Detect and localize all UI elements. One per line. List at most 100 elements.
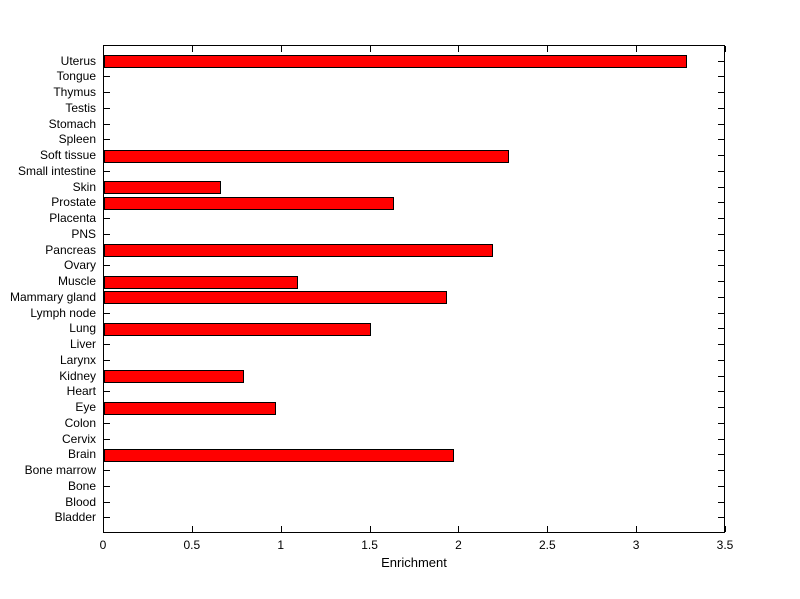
category-label: Testis — [65, 100, 96, 115]
category-label: Liver — [69, 337, 96, 352]
y-tick-right — [718, 296, 724, 298]
x-tick-top — [369, 46, 371, 52]
x-tick-top — [458, 46, 460, 52]
y-tick-right — [718, 517, 724, 519]
x-tick-top — [636, 46, 638, 52]
y-tick-left — [104, 312, 110, 314]
category-label: Small intestine — [17, 163, 96, 178]
y-tick-right — [718, 328, 724, 330]
y-tick-left — [104, 92, 110, 94]
category-label: Blood — [65, 494, 96, 509]
x-tick-top — [547, 46, 549, 52]
x-tick-top — [103, 46, 104, 52]
x-tick-label: 1.5 — [361, 538, 378, 552]
bar-soft-tissue — [104, 149, 510, 163]
x-tick-top — [191, 46, 193, 52]
y-tick-right — [718, 454, 724, 456]
category-label: PNS — [71, 226, 96, 241]
bar-skin — [104, 181, 222, 195]
category-label: Placenta — [49, 211, 96, 226]
y-tick-left — [104, 76, 110, 78]
bar-brain — [104, 448, 455, 462]
category-label: Uterus — [60, 53, 96, 68]
y-tick-right — [718, 123, 724, 125]
y-tick-left — [104, 123, 110, 125]
y-tick-right — [718, 375, 724, 377]
category-label: Mammary gland — [9, 289, 96, 304]
y-tick-right — [718, 344, 724, 346]
y-tick-right — [718, 249, 724, 251]
bar-prostate — [104, 196, 394, 210]
category-label: Kidney — [59, 368, 96, 383]
bar-kidney — [104, 370, 245, 384]
y-tick-right — [718, 312, 724, 314]
x-tick-label: 1 — [277, 538, 285, 552]
y-tick-left — [104, 438, 110, 440]
y-tick-right — [718, 60, 724, 62]
category-label: Cervix — [61, 431, 96, 446]
y-tick-right — [718, 202, 724, 204]
x-tick-label: 2 — [455, 538, 462, 552]
category-label: Stomach — [48, 116, 96, 131]
y-tick-left — [104, 422, 110, 424]
category-label: Bone marrow — [24, 463, 96, 478]
x-tick-bottom — [725, 526, 726, 532]
y-tick-left — [104, 470, 110, 472]
category-label: Spleen — [58, 132, 96, 147]
x-tick-label: 2.5 — [538, 538, 556, 552]
x-tick-label: 3 — [632, 538, 640, 552]
y-tick-right — [718, 501, 724, 503]
x-tick-bottom — [369, 526, 371, 532]
y-tick-left — [104, 265, 110, 267]
y-tick-left — [104, 107, 110, 109]
category-label: Colon — [64, 415, 96, 430]
bar-mammary-gland — [104, 291, 447, 305]
x-tick-top — [280, 46, 282, 52]
y-tick-left — [104, 344, 110, 346]
bar-pancreas — [104, 244, 494, 258]
x-tick-label: 3.5 — [716, 538, 734, 552]
category-label: Lung — [69, 321, 96, 336]
y-tick-left — [104, 391, 110, 393]
category-label: Tongue — [56, 69, 96, 84]
y-tick-right — [718, 218, 724, 220]
y-tick-right — [718, 76, 724, 78]
y-tick-left — [104, 485, 110, 487]
category-label: Eye — [75, 400, 96, 415]
category-label: Lymph node — [30, 305, 96, 320]
y-tick-right — [718, 391, 724, 393]
y-tick-left — [104, 501, 110, 503]
x-tick-label: 0 — [99, 538, 107, 552]
y-tick-left — [104, 359, 110, 361]
bar-lung — [104, 322, 371, 336]
category-label: Bone — [67, 478, 96, 493]
y-tick-right — [718, 92, 724, 94]
category-label: Soft tissue — [39, 148, 96, 163]
y-tick-right — [718, 281, 724, 283]
x-tick-bottom — [636, 526, 638, 532]
plot-area — [103, 45, 726, 533]
y-tick-right — [718, 422, 724, 424]
y-tick-left — [104, 139, 110, 141]
category-label: Bladder — [54, 510, 96, 525]
y-tick-right — [718, 485, 724, 487]
y-tick-left — [104, 218, 110, 220]
x-tick-bottom — [191, 526, 193, 532]
category-label: Larynx — [59, 352, 96, 367]
category-label: Muscle — [57, 274, 96, 289]
y-tick-right — [718, 233, 724, 235]
y-tick-right — [718, 407, 724, 409]
x-tick-bottom — [103, 526, 104, 532]
y-tick-right — [718, 139, 724, 141]
bar-uterus — [104, 55, 687, 69]
y-tick-right — [718, 155, 724, 157]
category-label: Skin — [72, 179, 96, 194]
y-tick-right — [718, 186, 724, 188]
y-tick-right — [718, 470, 724, 472]
category-label: Prostate — [51, 195, 96, 210]
y-tick-right — [718, 359, 724, 361]
x-axis-title: Enrichment — [381, 555, 447, 570]
y-tick-left — [104, 233, 110, 235]
x-tick-bottom — [547, 526, 549, 532]
